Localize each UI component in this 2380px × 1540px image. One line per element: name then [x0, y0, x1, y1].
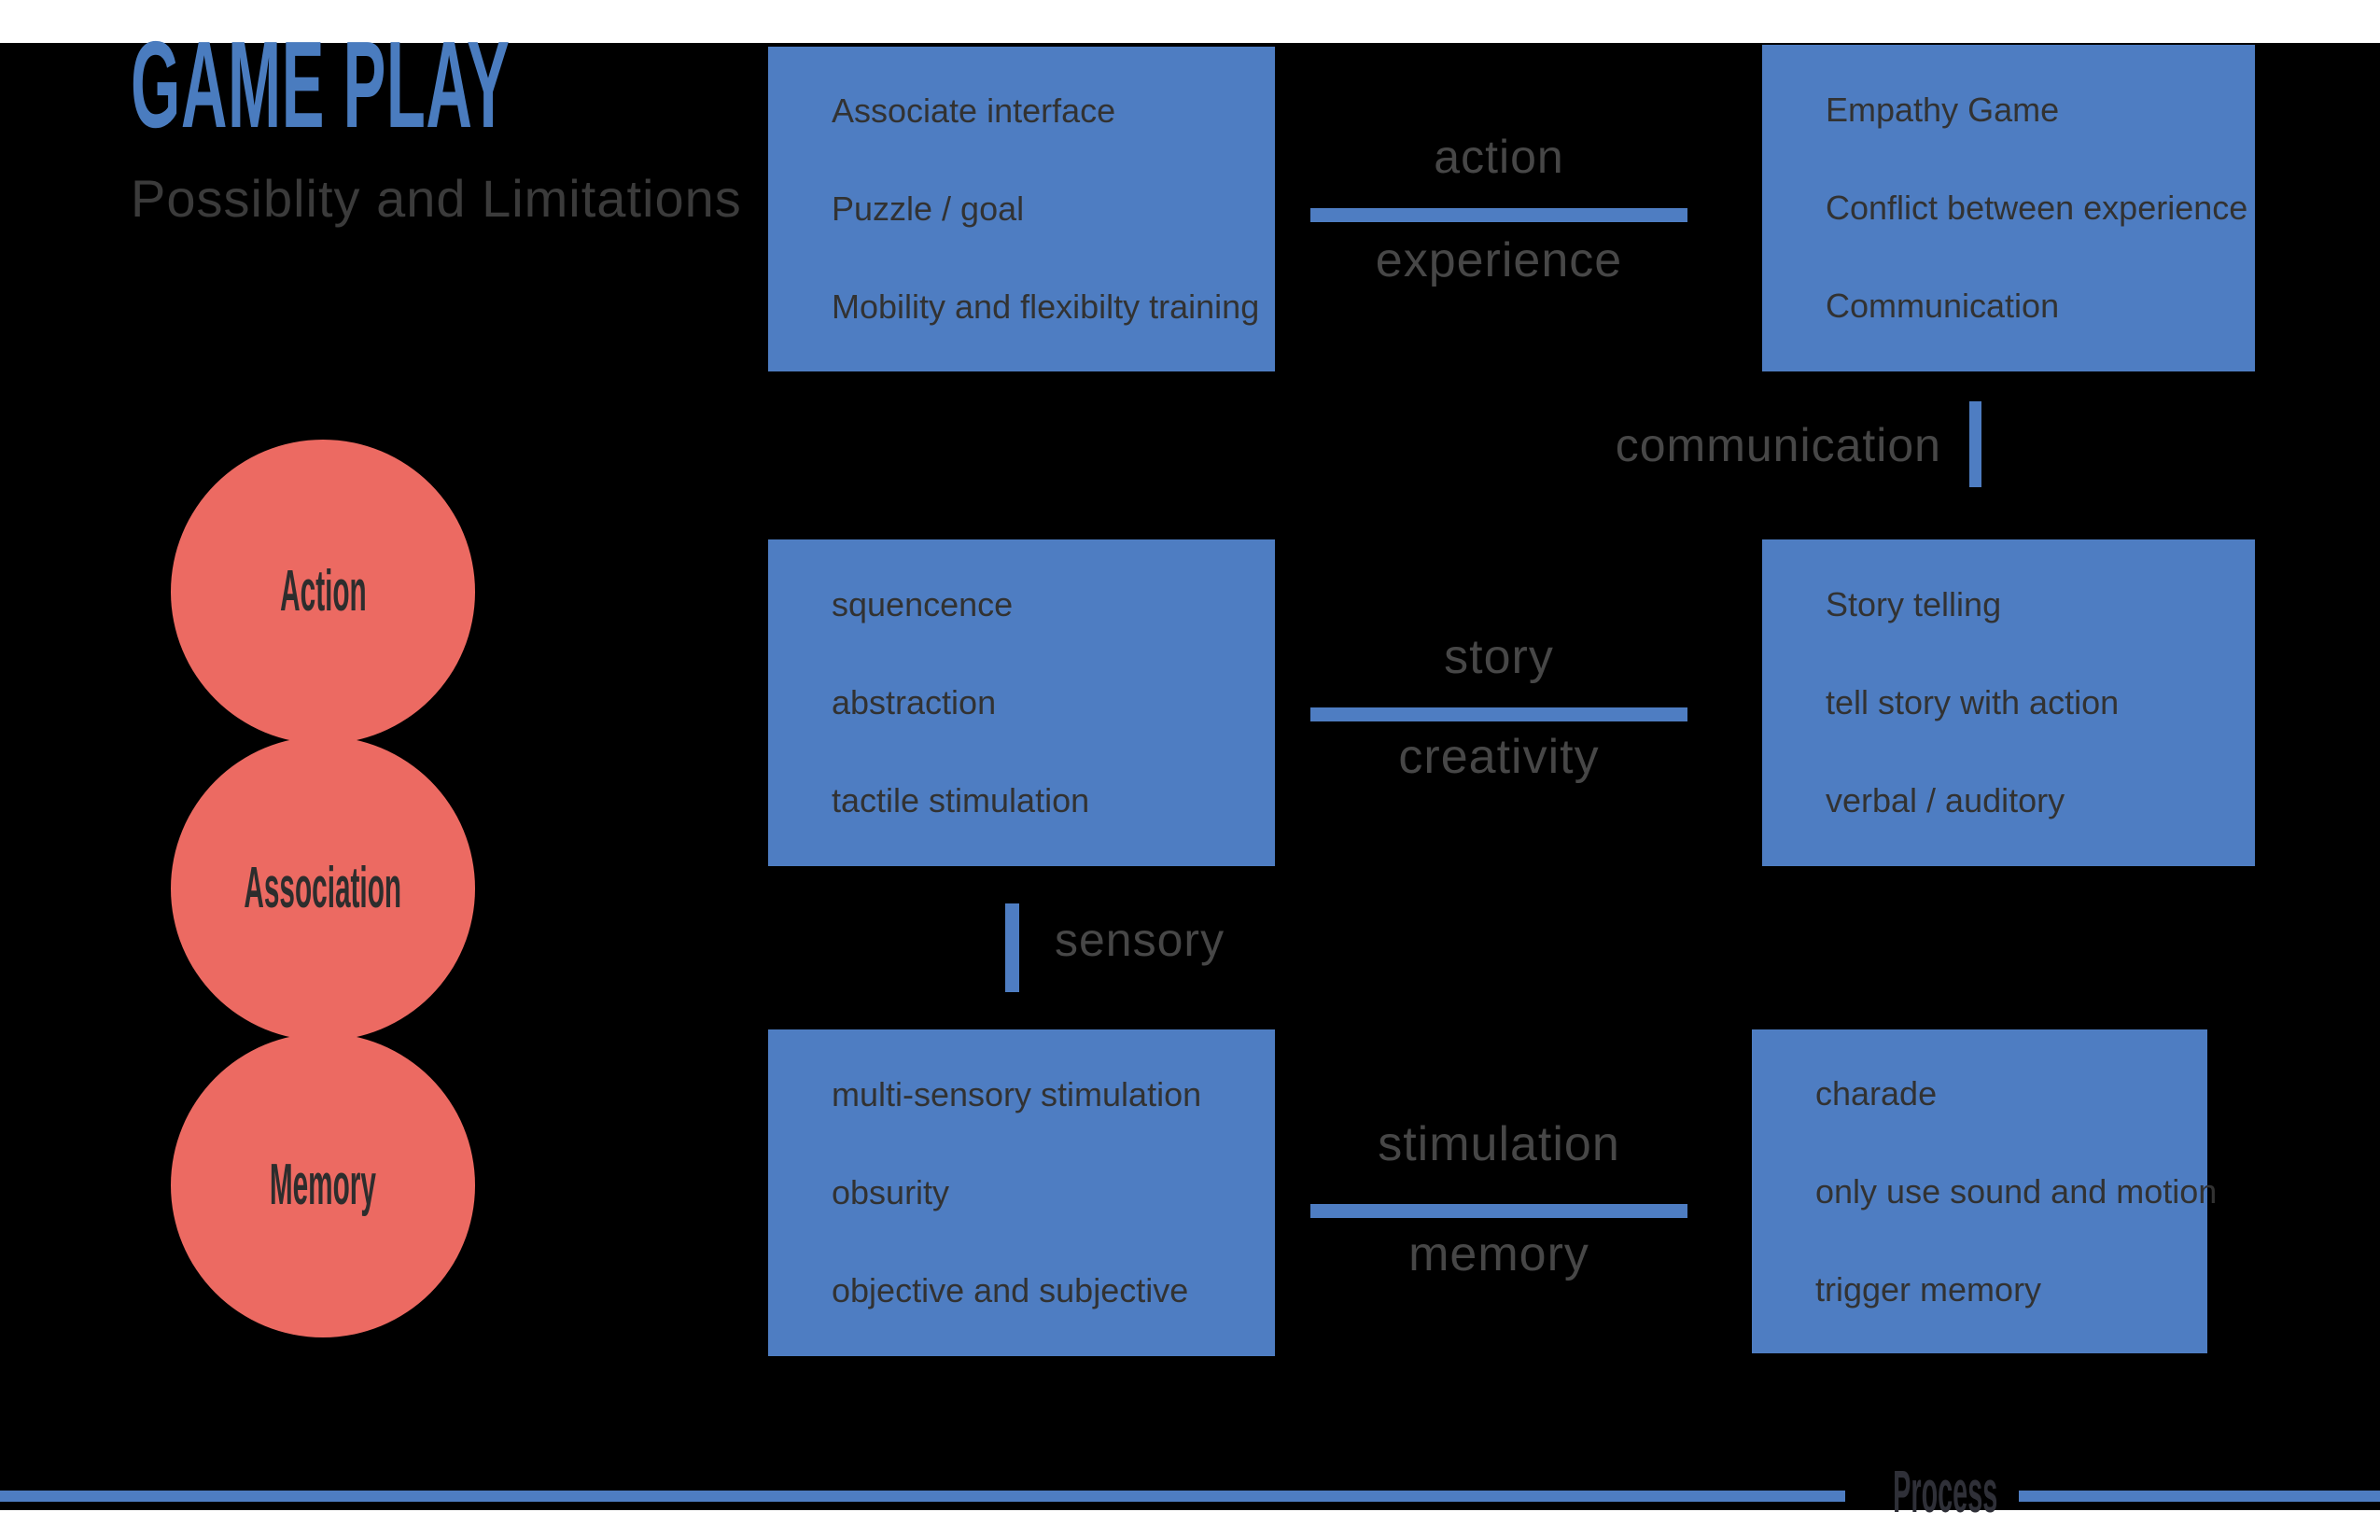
box-item: charade [1815, 1073, 1938, 1113]
box-item: only use sound and motion [1815, 1171, 2218, 1211]
circle-memory: Memory [171, 1033, 475, 1337]
box-item: verbal / auditory [1826, 781, 2065, 819]
box-item: tell story with action [1826, 683, 2120, 721]
page-subtitle: Possiblity and Limitations [131, 169, 742, 228]
circle-memory-label: Memory [269, 1153, 377, 1217]
connector-bar-stimulation-memory [1310, 1204, 1687, 1218]
connector-bar-story-creativity [1310, 707, 1687, 721]
connector-label-communication: communication [1615, 419, 1941, 471]
page-title: GAME PLAY [131, 16, 511, 153]
connector-label-sensory: sensory [1055, 914, 1225, 966]
circle-action-label: Action [279, 559, 367, 623]
box-item: objective and subjective [832, 1271, 1189, 1309]
box-item: Conflict between experience [1826, 189, 2248, 227]
box-item: Puzzle / goal [832, 189, 1025, 228]
connector-label-story: story [1444, 630, 1554, 684]
box-top-right: Empathy Game Conflict between experience… [1762, 45, 2255, 371]
connector-label-action: action [1434, 131, 1564, 183]
connector-bar-action-experience [1310, 208, 1687, 222]
process-line-left [0, 1491, 1845, 1502]
box-item: squencence [832, 585, 1014, 623]
connector-label-memory: memory [1408, 1227, 1589, 1281]
box-item: multi-sensory stimulation [832, 1075, 1202, 1113]
box-item: Story telling [1826, 585, 2002, 623]
circle-action: Action [171, 440, 475, 744]
box-mid-right: Story telling tell story with action ver… [1762, 539, 2255, 866]
connector-label-stimulation: stimulation [1378, 1117, 1620, 1171]
box-item: Empathy Game [1826, 91, 2060, 129]
box-bottom-right: charade only use sound and motion trigge… [1752, 1029, 2218, 1353]
circle-association-label: Association [244, 856, 402, 920]
connector-label-creativity: creativity [1398, 730, 1600, 784]
connector-bar-sensory [1005, 903, 1019, 992]
box-item: abstraction [832, 683, 997, 721]
process-label: Process [1893, 1458, 1998, 1525]
box-item: obsurity [832, 1173, 950, 1211]
connector-label-experience: experience [1375, 233, 1623, 287]
box-item: tactile stimulation [832, 781, 1090, 819]
process-line-right [2019, 1491, 2380, 1502]
connector-bar-communication [1969, 401, 1981, 487]
circle-association: Association [171, 736, 475, 1041]
box-item: Communication [1826, 287, 2060, 325]
box-top-left: Associate interface Puzzle / goal Mobili… [768, 47, 1275, 371]
box-item: trigger memory [1815, 1269, 2042, 1309]
box-bottom-left: multi-sensory stimulation obsurity objec… [768, 1029, 1275, 1356]
box-mid-left: squencence abstraction tactile stimulati… [768, 539, 1275, 866]
box-item: Associate interface [832, 91, 1116, 130]
box-item: Mobility and flexibilty training [832, 287, 1260, 326]
